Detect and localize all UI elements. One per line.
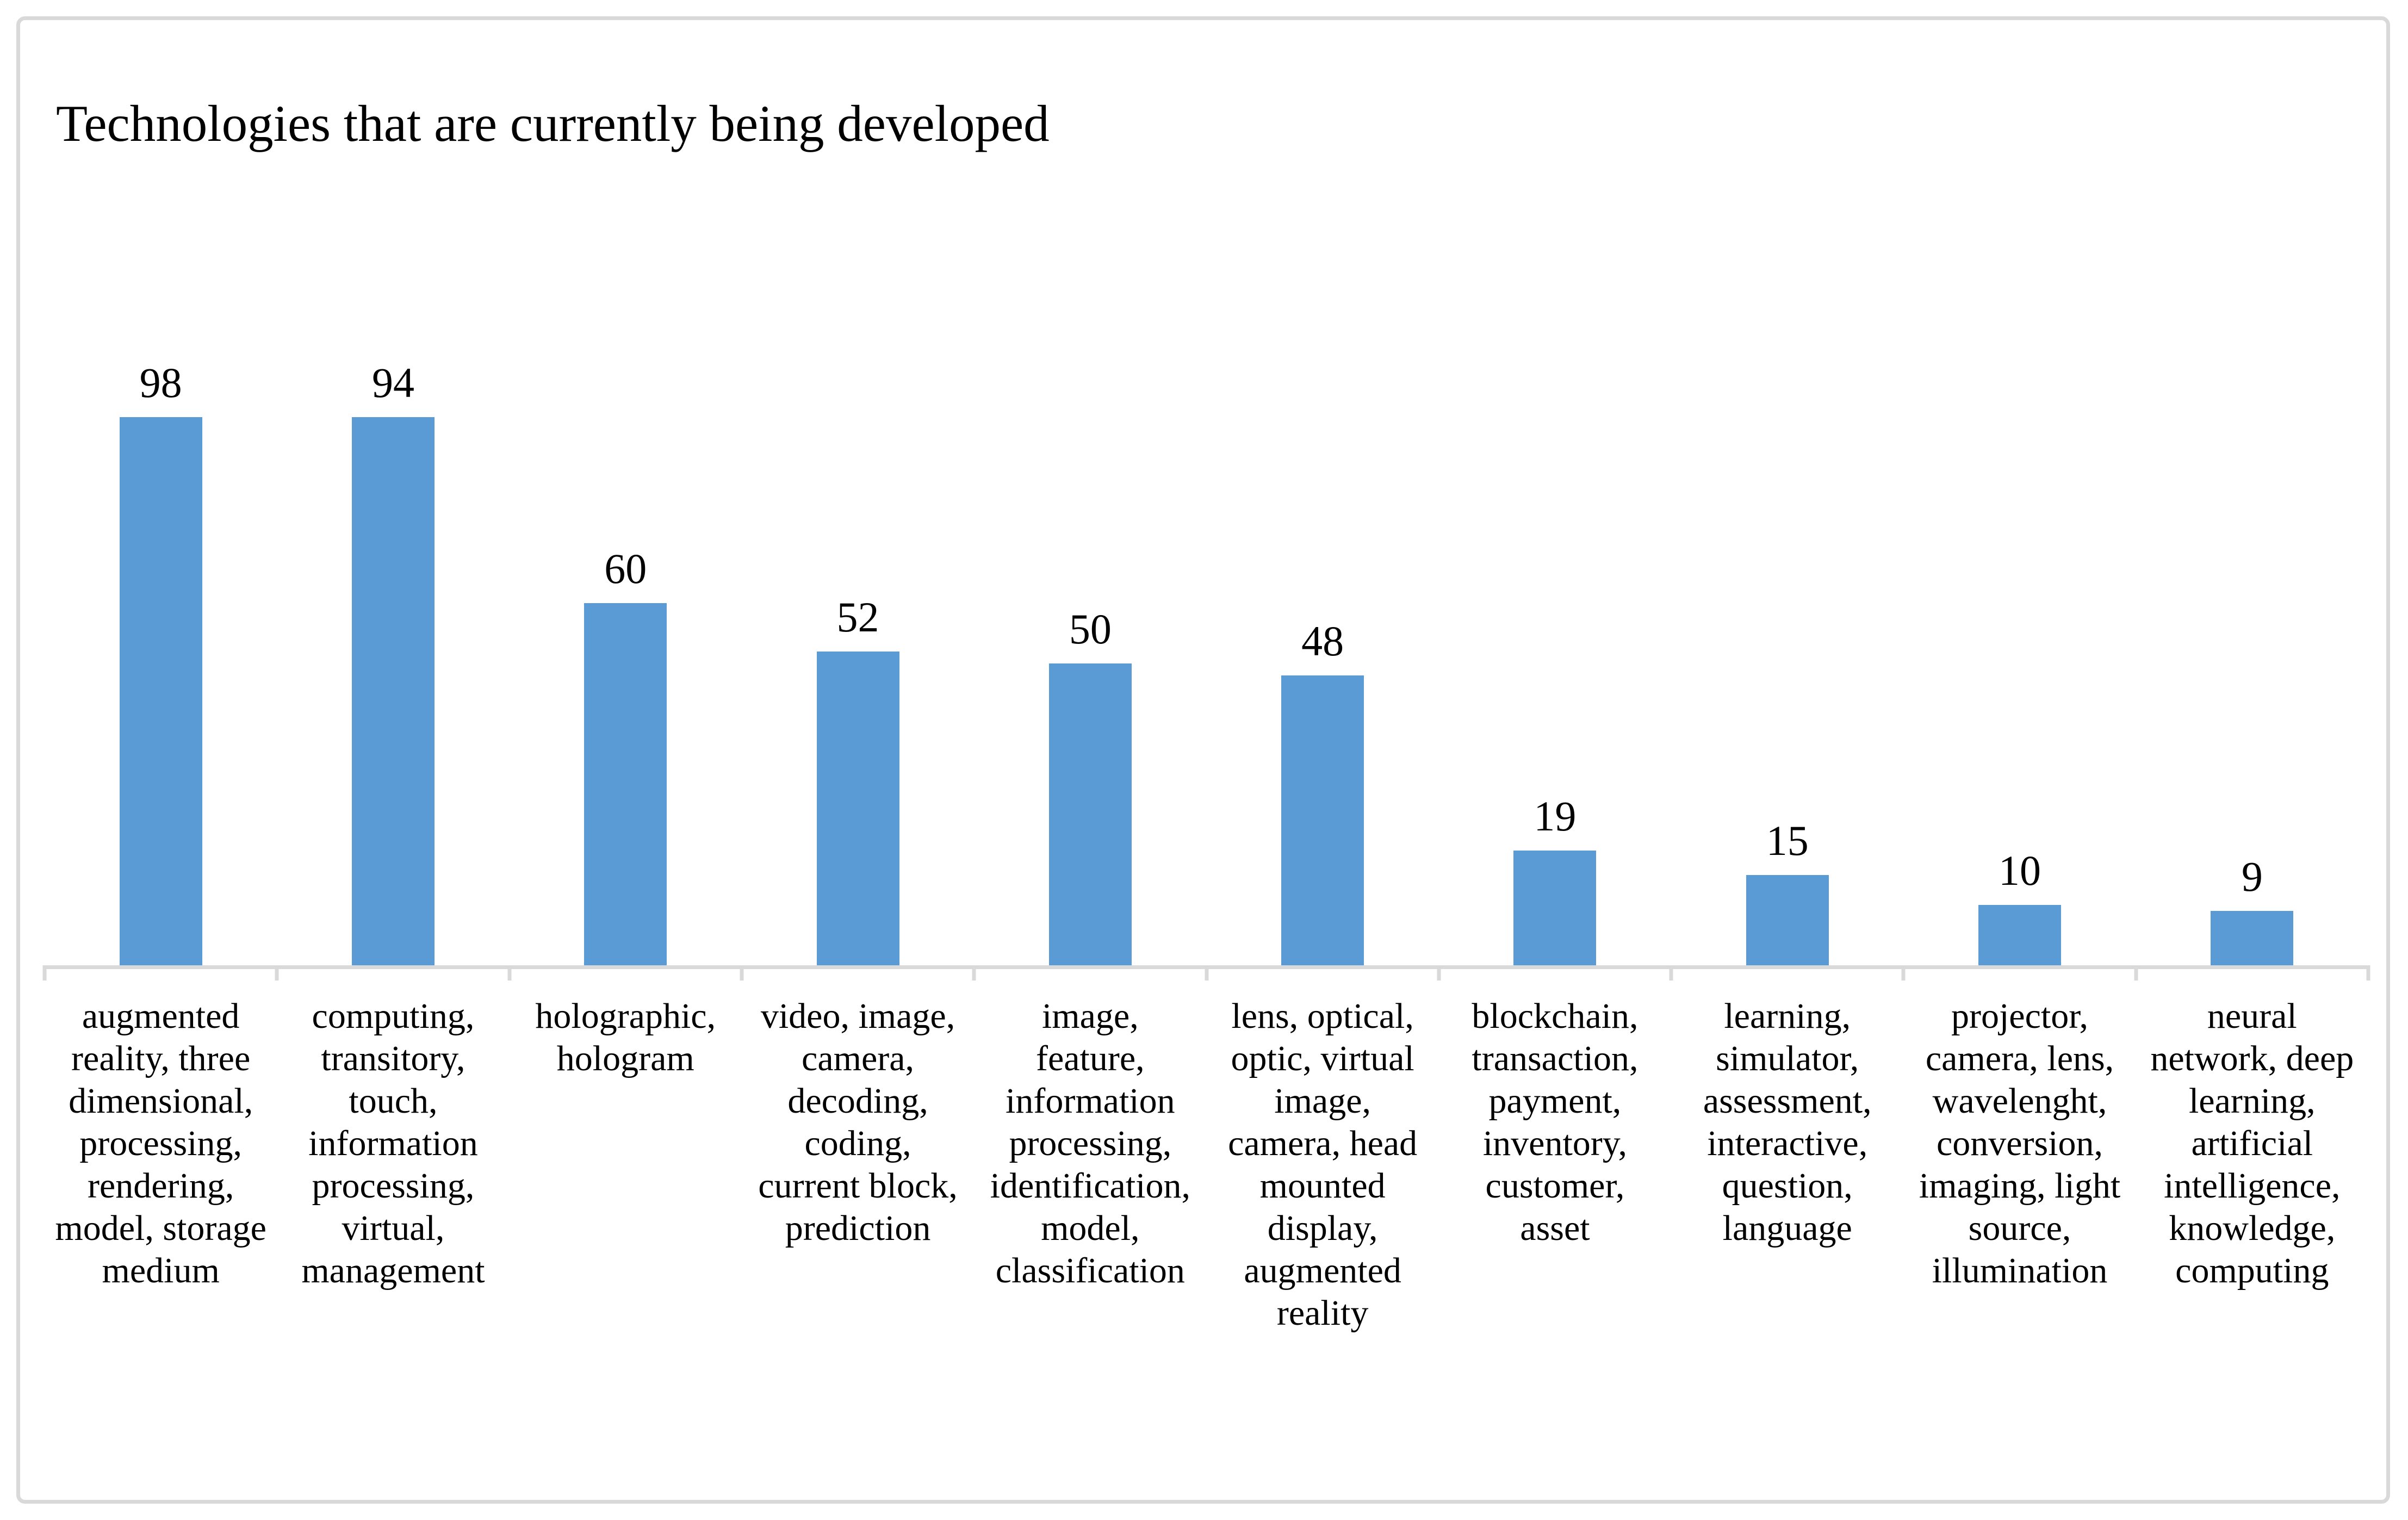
value-label: 94 [371,359,414,406]
chart-frame-border [16,16,2390,1504]
axis-tick [275,965,279,981]
value-label: 50 [1069,605,1112,653]
bar [816,651,899,965]
bar-group: 60 [510,362,742,965]
bar-group: 52 [742,362,974,965]
axis-tick [1437,965,1441,981]
bar-group: 19 [1439,362,1671,965]
bar [351,417,435,965]
bar [1048,663,1132,965]
bar [1746,874,1829,965]
value-label: 9 [2241,853,2263,901]
x-axis-line [42,965,2370,981]
value-label: 10 [1999,847,2041,894]
bar-group: 48 [1206,362,1438,965]
category-label: projector, camera, lens, wavelenght, con… [1919,996,2121,1291]
bar-group: 15 [1671,362,1903,965]
category-label: learning, simulator, assessment, interac… [1703,996,1872,1248]
value-label: 52 [836,593,879,641]
x-axis-labels: augmented reality, three dimensional, pr… [45,995,2368,1335]
category-label: augmented reality, three dimensional, pr… [55,996,266,1291]
bar-group: 98 [45,362,277,965]
category-label: neural network, deep learning, artificia… [2150,996,2354,1291]
chart-title: Technologies that are currently being de… [56,95,1050,152]
axis-tick [1669,965,1673,981]
value-label: 48 [1301,617,1344,665]
category-label: holographic, hologram [535,996,716,1078]
axis-tick [972,965,976,981]
axis-tick [740,965,744,981]
bar-group: 9 [2136,362,2368,965]
value-label: 15 [1766,816,1809,864]
bar [1513,851,1597,965]
bar [119,417,202,965]
value-label: 19 [1534,792,1577,840]
axis-tick [507,965,512,981]
category-label: computing, transitory, touch, informatio… [301,996,485,1291]
axis-tick [42,965,47,981]
axis-tick [2134,965,2138,981]
axis-tick [1901,965,1906,981]
bar [2211,911,2294,965]
plot-area: 98 94 60 52 50 48 19 15 [45,362,2368,965]
bar-group: 94 [277,362,509,965]
bar [584,603,667,965]
value-label: 60 [604,545,647,592]
value-label: 98 [139,359,182,406]
category-label: image, feature, information processing, … [990,996,1191,1291]
category-label: blockchain, transaction, payment, invent… [1472,996,1639,1248]
category-label: video, image, camera, decoding, coding, … [758,996,958,1248]
bar-group: 50 [974,362,1206,965]
bar-group: 10 [1903,362,2136,965]
bar [1281,675,1364,965]
bar [1978,905,2062,965]
category-label: lens, optical, optic, virtual image, cam… [1228,996,1418,1333]
axis-tick [2366,965,2370,981]
axis-tick [1205,965,1208,981]
